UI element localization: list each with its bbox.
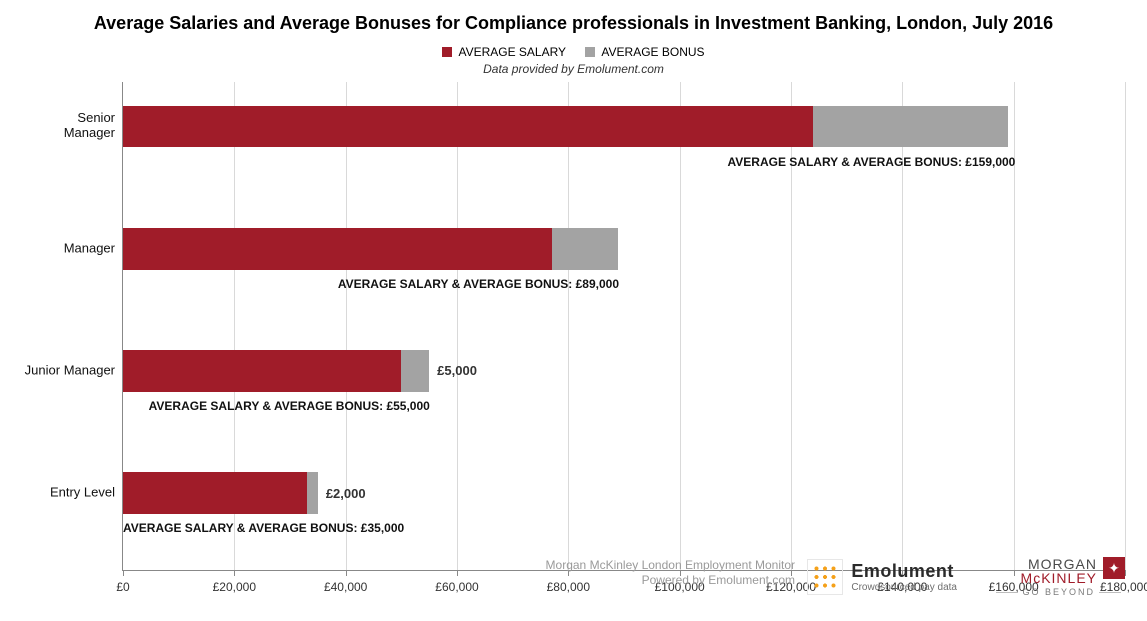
legend-label-bonus: AVERAGE BONUS [601, 45, 704, 59]
y-category-label: Manager [23, 240, 115, 255]
bar-salary [123, 350, 401, 392]
plot-area: £0£20,000£40,000£60,000£80,000£100,000£1… [122, 82, 1125, 572]
mm-tagline: GO BEYOND [992, 587, 1125, 597]
bar-salary [123, 472, 307, 514]
mm-line2: McKINLEY [1021, 571, 1097, 585]
bar-bonus-label: £5,000 [429, 350, 477, 392]
mm-star-icon: ✦ [1103, 557, 1125, 579]
legend-item-salary: AVERAGE SALARY [442, 45, 566, 59]
bar-bonus-label: £2,000 [318, 472, 366, 514]
attribution-line2: Powered by Emolument.com [546, 573, 795, 589]
bar-track: £77,000£12,000 [123, 228, 1125, 270]
bar-track: £124,000£35,000 [123, 106, 1125, 148]
x-tick [1125, 570, 1126, 576]
legend-label-salary: AVERAGE SALARY [458, 45, 566, 59]
chart-container: Average Salaries and Average Bonuses for… [0, 0, 1147, 621]
mm-name: MORGAN McKINLEY [1021, 557, 1097, 585]
chart-subtitle: Data provided by Emolument.com [22, 62, 1125, 76]
legend-swatch-bonus [585, 47, 595, 57]
y-category-label: Entry Level [23, 484, 115, 499]
chart-row: Senior Manager£124,000£35,000AVERAGE SAL… [123, 82, 1125, 204]
brand-morgan-mckinley: MORGAN McKINLEY ✦ GO BEYOND [992, 557, 1125, 597]
row-total-label: AVERAGE SALARY & AVERAGE BONUS: £55,000 [149, 399, 1125, 413]
bar-track: £50,000£5,000 [123, 350, 1125, 392]
chart-title: Average Salaries and Average Bonuses for… [72, 12, 1075, 35]
bar-salary [123, 228, 552, 270]
emolument-text: Emolument Crowdsourced pay data [851, 561, 957, 593]
legend-item-bonus: AVERAGE BONUS [585, 45, 704, 59]
row-total-label: AVERAGE SALARY & AVERAGE BONUS: £89,000 [338, 277, 1125, 291]
chart-legend: AVERAGE SALARY AVERAGE BONUS [22, 45, 1125, 60]
bar-salary [123, 106, 813, 148]
chart-area: £0£20,000£40,000£60,000£80,000£100,000£1… [22, 82, 1125, 621]
y-category-label: Junior Manager [23, 362, 115, 377]
bar-track: £33,000£2,000 [123, 472, 1125, 514]
grid-line [1125, 82, 1126, 571]
emolument-name: Emolument [851, 561, 957, 582]
mm-line1: MORGAN [1021, 557, 1097, 571]
row-total-label: AVERAGE SALARY & AVERAGE BONUS: £159,000 [728, 155, 1126, 169]
legend-swatch-salary [442, 47, 452, 57]
footer: Morgan McKinley London Employment Monito… [0, 553, 1125, 613]
footer-attribution: Morgan McKinley London Employment Monito… [546, 558, 795, 589]
y-category-label: Senior Manager [23, 110, 115, 140]
emolument-tagline: Crowdsourced pay data [851, 582, 957, 593]
chart-row: Manager£77,000£12,000AVERAGE SALARY & AV… [123, 204, 1125, 326]
chart-row: Entry Level£33,000£2,000AVERAGE SALARY &… [123, 448, 1125, 570]
attribution-line1: Morgan McKinley London Employment Monito… [546, 558, 795, 574]
chart-row: Junior Manager£50,000£5,000AVERAGE SALAR… [123, 326, 1125, 448]
brand-emolument: Emolument Crowdsourced pay data [807, 559, 957, 595]
row-total-label: AVERAGE SALARY & AVERAGE BONUS: £35,000 [123, 521, 1125, 535]
emolument-icon [807, 559, 843, 595]
